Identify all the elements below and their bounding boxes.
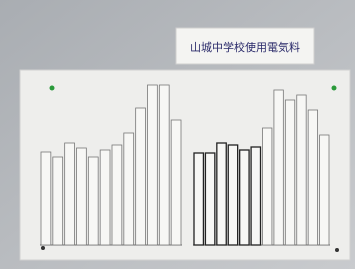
bar <box>148 85 158 245</box>
bar <box>228 145 237 245</box>
bar <box>65 143 75 245</box>
pin <box>332 86 337 91</box>
bar <box>77 148 87 245</box>
bar <box>308 110 317 245</box>
bar <box>53 157 63 245</box>
photo: 山城中学校使用電気料 <box>0 0 355 269</box>
bar <box>251 147 260 245</box>
bar <box>171 120 181 245</box>
bar <box>297 95 306 245</box>
bar <box>274 90 283 245</box>
bar <box>159 85 169 245</box>
pin <box>335 248 339 252</box>
pin <box>41 246 45 250</box>
title: 山城中学校使用電気料 <box>190 40 300 54</box>
bar <box>124 133 134 245</box>
bar <box>240 150 249 245</box>
bar <box>100 150 110 245</box>
bar <box>263 128 272 245</box>
bar <box>320 135 329 245</box>
bar <box>217 143 226 245</box>
bar <box>136 108 146 245</box>
bar <box>41 152 51 245</box>
bar <box>285 100 294 245</box>
bar <box>112 145 122 245</box>
bar <box>194 153 203 245</box>
bar <box>88 157 98 245</box>
pin <box>50 86 55 91</box>
bar <box>205 153 214 245</box>
